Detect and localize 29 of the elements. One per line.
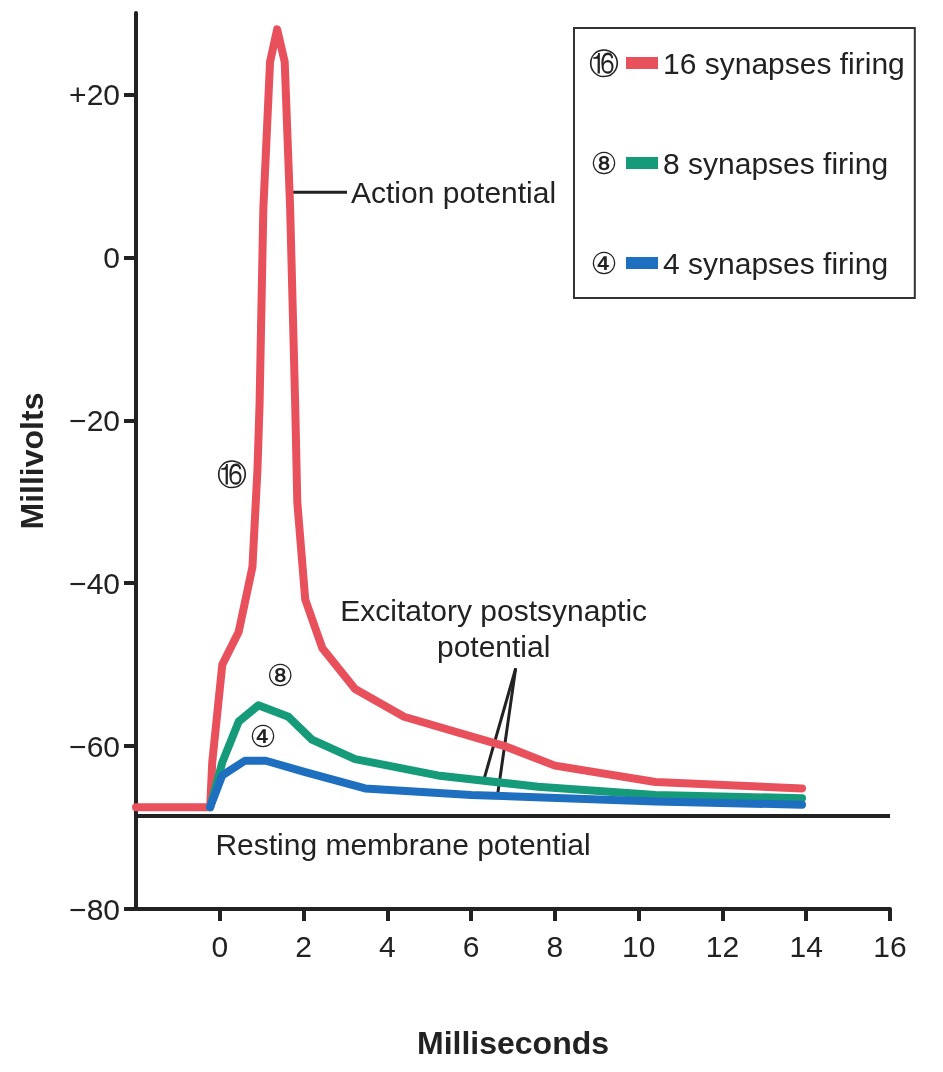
annotation: ⑧ xyxy=(266,657,294,693)
x-tick-label: 8 xyxy=(546,929,564,963)
x-tick-label: 14 xyxy=(789,929,823,963)
annotation: Excitatory postsynaptic potential xyxy=(340,593,648,663)
legend-label: 4 synapses firing xyxy=(663,246,889,280)
annotation: ④ xyxy=(249,719,277,755)
legend-label: 16 synapses firing xyxy=(663,46,905,80)
x-tick-label: 6 xyxy=(462,929,480,963)
ref-line-label: Resting membrane potential xyxy=(215,827,591,861)
x-tick-label: 0 xyxy=(211,929,229,963)
annotation: Action potential xyxy=(350,175,557,209)
x-tick-label: 2 xyxy=(295,929,312,963)
annotation: ⑯ xyxy=(217,456,248,492)
y-axis-title: Millivolts xyxy=(14,392,50,530)
x-tick-label: 4 xyxy=(378,929,396,963)
y-tick-label: −40 xyxy=(69,566,120,600)
y-tick-label: 0 xyxy=(103,240,120,274)
y-tick-label: −60 xyxy=(69,729,120,763)
text: ⑧ xyxy=(590,145,618,181)
x-axis-title: Milliseconds xyxy=(416,1025,610,1061)
x-tick-label: 10 xyxy=(621,929,656,963)
legend-label: 8 synapses firing xyxy=(663,146,889,180)
text: ④ xyxy=(590,245,618,281)
x-tick-label: 12 xyxy=(705,929,740,963)
y-tick-label: −80 xyxy=(69,892,120,926)
text: ⑯ xyxy=(589,45,619,81)
x-tick-label: 16 xyxy=(873,929,907,963)
y-tick-label: +20 xyxy=(69,77,120,111)
y-tick-label: −20 xyxy=(69,403,120,437)
